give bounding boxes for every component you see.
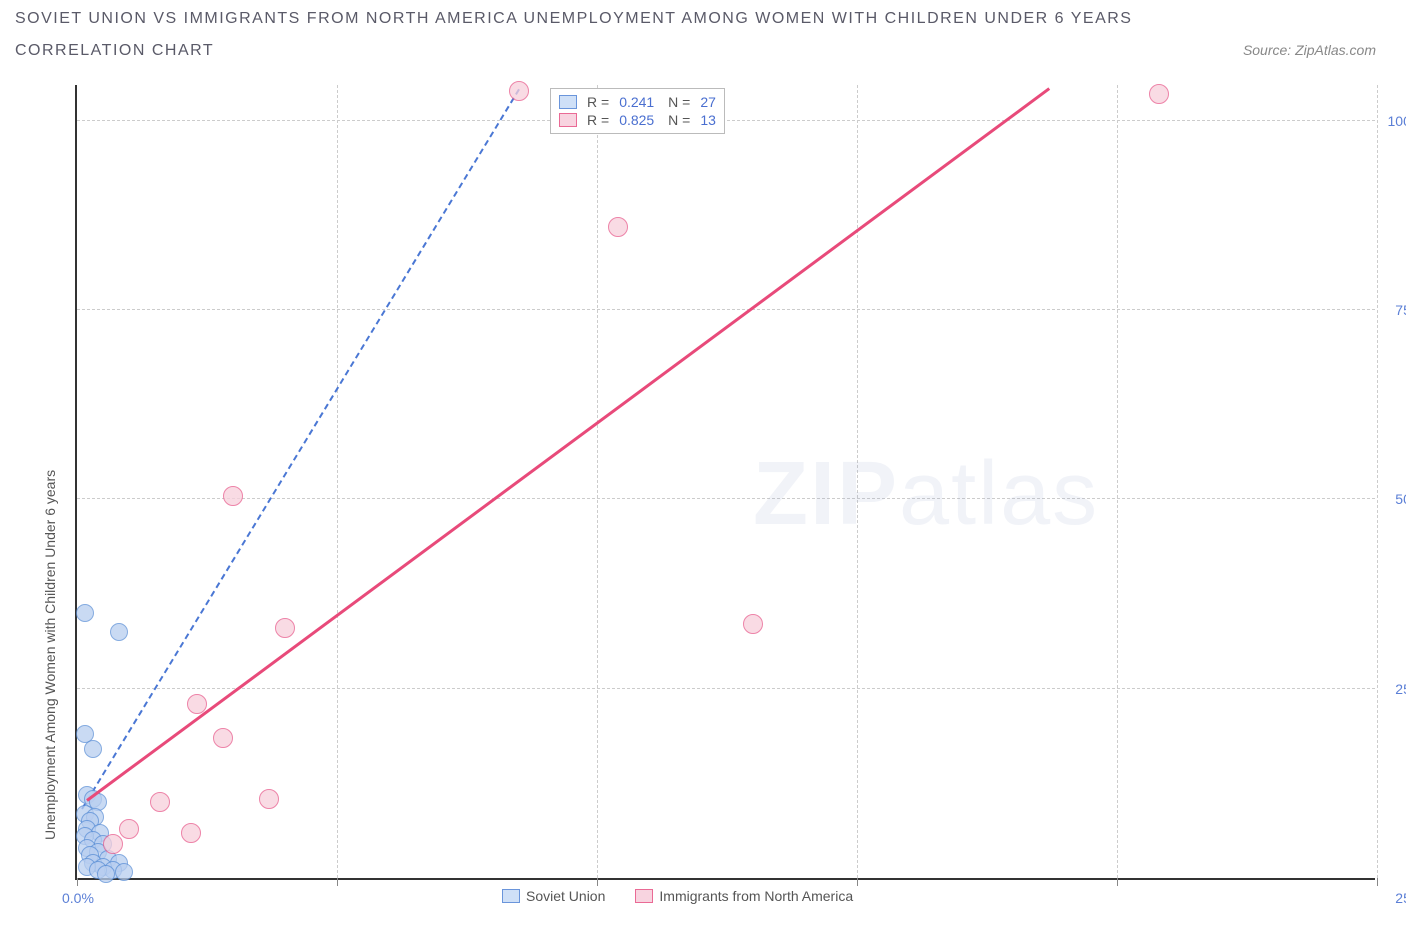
- data-point-na: [608, 217, 628, 237]
- y-axis-label: Unemployment Among Women with Children U…: [42, 470, 58, 840]
- gridline-vertical: [1377, 85, 1378, 878]
- data-point-soviet: [84, 740, 102, 758]
- gridline-vertical: [597, 85, 598, 878]
- correlation-legend: R = 0.241 N = 27 R = 0.825 N = 13: [550, 88, 725, 134]
- data-point-na: [181, 823, 201, 843]
- r-label: R =: [587, 112, 609, 128]
- legend-label-soviet: Soviet Union: [526, 888, 605, 904]
- x-tick: [857, 878, 858, 886]
- r-value-na: 0.825: [619, 112, 654, 128]
- chart-title-line2: CORRELATION CHART: [15, 42, 214, 60]
- data-point-soviet: [115, 863, 133, 881]
- data-point-na: [1149, 84, 1169, 104]
- data-point-na: [259, 789, 279, 809]
- data-point-na: [743, 614, 763, 634]
- data-point-na: [275, 618, 295, 638]
- gridline-vertical: [857, 85, 858, 878]
- data-point-na: [223, 486, 243, 506]
- data-point-na: [150, 792, 170, 812]
- trend-line-na: [86, 88, 1050, 802]
- gridline-horizontal: [77, 498, 1375, 499]
- data-point-soviet: [97, 865, 115, 883]
- x-tick-label: 25.0%: [1395, 890, 1406, 906]
- r-value-soviet: 0.241: [619, 94, 654, 110]
- data-point-soviet: [76, 604, 94, 622]
- n-value-soviet: 27: [700, 94, 716, 110]
- legend-swatch-soviet: [559, 95, 577, 109]
- scatter-chart: 25.0%50.0%75.0%100.0%0.0%25.0%Unemployme…: [75, 85, 1375, 880]
- data-point-na: [103, 834, 123, 854]
- data-point-na: [213, 728, 233, 748]
- n-label: N =: [664, 94, 690, 110]
- y-tick-label: 100.0%: [1388, 113, 1406, 129]
- legend-item-soviet: Soviet Union: [502, 888, 605, 904]
- legend-swatch-soviet: [502, 889, 520, 903]
- x-tick-label: 0.0%: [62, 890, 94, 906]
- y-tick-label: 75.0%: [1395, 302, 1406, 318]
- legend-label-na: Immigrants from North America: [659, 888, 853, 904]
- legend-row-na: R = 0.825 N = 13: [559, 111, 716, 129]
- n-value-na: 13: [700, 112, 716, 128]
- data-point-na: [187, 694, 207, 714]
- legend-swatch-na: [559, 113, 577, 127]
- x-tick: [1377, 878, 1378, 886]
- gridline-horizontal: [77, 309, 1375, 310]
- data-point-na: [119, 819, 139, 839]
- legend-item-na: Immigrants from North America: [635, 888, 853, 904]
- gridline-horizontal: [77, 688, 1375, 689]
- x-tick: [1117, 878, 1118, 886]
- x-tick: [337, 878, 338, 886]
- gridline-vertical: [337, 85, 338, 878]
- y-tick-label: 25.0%: [1395, 681, 1406, 697]
- data-point-na: [509, 81, 529, 101]
- gridline-vertical: [1117, 85, 1118, 878]
- n-label: N =: [664, 112, 690, 128]
- legend-row-soviet: R = 0.241 N = 27: [559, 93, 716, 111]
- legend-swatch-na: [635, 889, 653, 903]
- data-point-soviet: [110, 623, 128, 641]
- source-label: Source: ZipAtlas.com: [1243, 42, 1376, 58]
- watermark: ZIPatlas: [753, 443, 1099, 546]
- gridline-horizontal: [77, 120, 1375, 121]
- x-tick: [77, 878, 78, 886]
- x-tick: [597, 878, 598, 886]
- series-legend: Soviet Union Immigrants from North Americ…: [502, 888, 853, 904]
- r-label: R =: [587, 94, 609, 110]
- trend-line-soviet: [81, 89, 520, 809]
- chart-title-line1: SOVIET UNION VS IMMIGRANTS FROM NORTH AM…: [15, 10, 1132, 28]
- y-tick-label: 50.0%: [1395, 491, 1406, 507]
